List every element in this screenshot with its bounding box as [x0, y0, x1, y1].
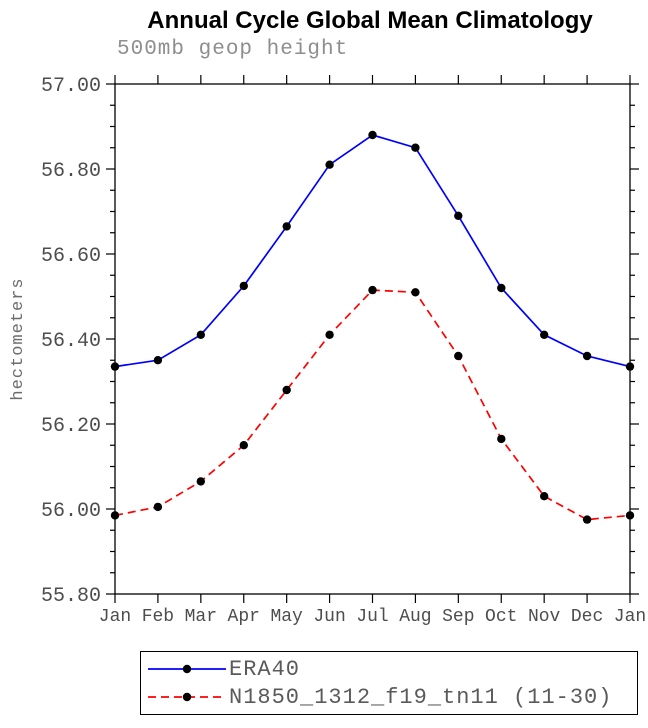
- y-tick-label: 56.20: [41, 415, 101, 438]
- x-tick-label: Aug: [399, 607, 431, 627]
- x-tick-label: Feb: [142, 607, 174, 627]
- data-point: [497, 283, 506, 293]
- x-tick-label: Jan: [614, 607, 646, 627]
- era40-line-sample: [148, 664, 226, 674]
- x-tick-label: Jan: [99, 607, 131, 627]
- series-line-n1850: [114, 289, 631, 521]
- x-tick-label: Dec: [571, 607, 603, 627]
- n1850-line-sample: [148, 692, 226, 702]
- chart-title: Annual Cycle Global Mean Climatology: [147, 7, 593, 34]
- data-point: [325, 160, 334, 169]
- data-point: [582, 351, 592, 361]
- x-tick-label: Sep: [442, 607, 474, 627]
- x-tick-label: Apr: [228, 607, 260, 627]
- data-point: [239, 281, 248, 291]
- x-tick-label: Mar: [185, 607, 217, 627]
- data-point: [282, 385, 291, 395]
- y-tick-label: 56.00: [41, 500, 101, 523]
- data-point: [454, 351, 463, 361]
- y-axis-label: hectometers: [9, 277, 28, 400]
- data-point: [454, 211, 463, 220]
- data-point: [411, 288, 420, 297]
- y-tick-label: 56.40: [41, 330, 101, 353]
- data-point: [540, 330, 549, 339]
- data-point: [582, 515, 592, 524]
- data-point: [110, 511, 120, 520]
- data-point: [497, 434, 506, 444]
- data-point: [196, 330, 205, 339]
- y-tick-label: 57.00: [41, 75, 101, 98]
- legend-item-n1850: N1850_1312_f19_tn11 (11-30): [147, 684, 631, 710]
- chart-subtitle: 500mb geop height: [117, 38, 349, 61]
- data-point: [325, 330, 334, 339]
- legend: ERA40 N1850_1312_f19_tn11 (11-30): [140, 651, 638, 715]
- data-point: [239, 441, 248, 450]
- legend-item-era40: ERA40: [147, 656, 631, 682]
- y-tick-label: 56.60: [41, 245, 101, 268]
- data-point: [153, 502, 163, 512]
- data-point: [196, 477, 205, 486]
- x-tick-label: Oct: [485, 607, 517, 627]
- n1850-marker-swatch: [182, 692, 192, 702]
- era40-marker-swatch: [182, 664, 192, 674]
- data-point: [625, 362, 635, 371]
- legend-label-era40: ERA40: [229, 656, 301, 682]
- y-tick-label: 56.80: [41, 160, 101, 183]
- x-tick-label: May: [270, 607, 303, 627]
- legend-label-n1850: N1850_1312_f19_tn11 (11-30): [229, 684, 613, 710]
- data-point: [411, 143, 420, 152]
- x-tick-label: Jul: [356, 607, 388, 627]
- data-point: [368, 130, 377, 140]
- data-point: [540, 492, 549, 501]
- data-point: [110, 362, 120, 371]
- data-point: [282, 222, 291, 231]
- data-point: [625, 511, 635, 520]
- series-line-era40: [114, 134, 631, 368]
- y-tick-label: 55.80: [41, 585, 101, 608]
- x-tick-label: Nov: [528, 607, 561, 627]
- data-point: [368, 285, 377, 295]
- data-point: [153, 356, 163, 365]
- x-tick-label: Jun: [313, 607, 345, 627]
